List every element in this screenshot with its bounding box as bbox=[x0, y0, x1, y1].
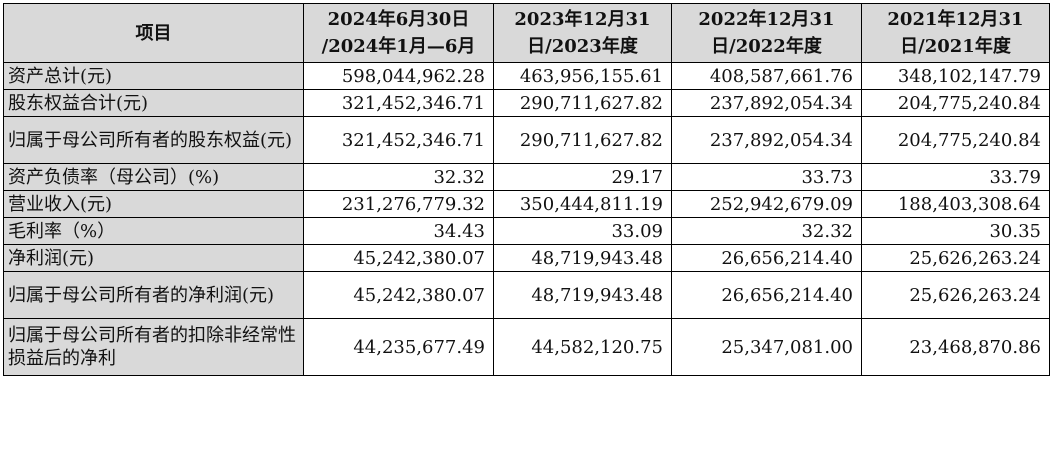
table-row-parent-net-profit-excl-nonrecurring: 归属于母公司所有者的扣除非经常性损益后的净利 44,235,677.49 44,… bbox=[3, 318, 1050, 376]
cell-value: 30.35 bbox=[861, 217, 1050, 245]
row-label: 归属于母公司所有者的净利润(元) bbox=[3, 271, 304, 319]
cell-value: 45,242,380.07 bbox=[303, 271, 494, 319]
financial-summary-table: 项目 2024年6月30日/2024年1月—6月 2023年12月31 日/202… bbox=[3, 3, 1050, 376]
table-row-gross-margin: 毛利率（%） 34.43 33.09 32.32 30.35 bbox=[3, 217, 1050, 245]
table-row-revenue: 营业收入(元) 231,276,779.32 350,444,811.19 25… bbox=[3, 190, 1050, 218]
cell-value: 321,452,346.71 bbox=[303, 116, 494, 164]
table-row-parent-equity: 归属于母公司所有者的股东权益(元) 321,452,346.71 290,711… bbox=[3, 116, 1050, 164]
cell-value: 44,582,120.75 bbox=[493, 318, 672, 376]
cell-value: 237,892,054.34 bbox=[671, 116, 862, 164]
header-item: 项目 bbox=[3, 3, 304, 63]
header-item-label: 项目 bbox=[135, 22, 172, 44]
table-row-total-assets: 资产总计(元) 598,044,962.28 463,956,155.61 40… bbox=[3, 62, 1050, 90]
cell-value: 290,711,627.82 bbox=[493, 116, 672, 164]
cell-value: 29.17 bbox=[493, 163, 672, 191]
cell-value: 33.73 bbox=[671, 163, 862, 191]
row-label: 归属于母公司所有者的股东权益(元) bbox=[3, 116, 304, 164]
financial-table-container: 项目 2024年6月30日/2024年1月—6月 2023年12月31 日/202… bbox=[3, 3, 1050, 376]
header-line2: /2024年1月—6月 bbox=[321, 36, 476, 57]
cell-value: 321,452,346.71 bbox=[303, 89, 494, 117]
cell-value: 252,942,679.09 bbox=[671, 190, 862, 218]
header-period-2022: 2022年12月31 日/2022年度 bbox=[671, 3, 862, 63]
table-row-net-profit: 净利润(元) 45,242,380.07 48,719,943.48 26,65… bbox=[3, 244, 1050, 272]
cell-value: 25,626,263.24 bbox=[861, 271, 1050, 319]
cell-value: 48,719,943.48 bbox=[493, 244, 672, 272]
cell-value: 204,775,240.84 bbox=[861, 89, 1050, 117]
cell-value: 348,102,147.79 bbox=[861, 62, 1050, 90]
cell-value: 44,235,677.49 bbox=[303, 318, 494, 376]
cell-value: 32.32 bbox=[671, 217, 862, 245]
cell-value: 463,956,155.61 bbox=[493, 62, 672, 90]
table-row-total-equity: 股东权益合计(元) 321,452,346.71 290,711,627.82 … bbox=[3, 89, 1050, 117]
cell-value: 290,711,627.82 bbox=[493, 89, 672, 117]
table-row-debt-ratio: 资产负债率（母公司）(%) 32.32 29.17 33.73 33.79 bbox=[3, 163, 1050, 191]
cell-value: 25,347,081.00 bbox=[671, 318, 862, 376]
cell-value: 32.32 bbox=[303, 163, 494, 191]
cell-value: 598,044,962.28 bbox=[303, 62, 494, 90]
cell-value: 45,242,380.07 bbox=[303, 244, 494, 272]
header-line1: 2021年12月31 bbox=[887, 9, 1024, 30]
cell-value: 26,656,214.40 bbox=[671, 244, 862, 272]
cell-value: 34.43 bbox=[303, 217, 494, 245]
cell-value: 408,587,661.76 bbox=[671, 62, 862, 90]
row-label: 资产负债率（母公司）(%) bbox=[3, 163, 304, 191]
cell-value: 204,775,240.84 bbox=[861, 116, 1050, 164]
cell-value: 188,403,308.64 bbox=[861, 190, 1050, 218]
cell-value: 231,276,779.32 bbox=[303, 190, 494, 218]
header-period-2024h1: 2024年6月30日/2024年1月—6月 bbox=[303, 3, 494, 63]
header-line2: 日/2023年度 bbox=[527, 36, 638, 57]
table-row-parent-net-profit: 归属于母公司所有者的净利润(元) 45,242,380.07 48,719,94… bbox=[3, 271, 1050, 319]
header-row: 项目 2024年6月30日/2024年1月—6月 2023年12月31 日/202… bbox=[3, 3, 1050, 63]
header-line2: 日/2022年度 bbox=[711, 36, 822, 57]
cell-value: 350,444,811.19 bbox=[493, 190, 672, 218]
row-label: 毛利率（%） bbox=[3, 217, 304, 245]
cell-value: 48,719,943.48 bbox=[493, 271, 672, 319]
cell-value: 33.79 bbox=[861, 163, 1050, 191]
header-line2: 日/2021年度 bbox=[900, 36, 1011, 57]
cell-value: 33.09 bbox=[493, 217, 672, 245]
header-period-2023: 2023年12月31 日/2023年度 bbox=[493, 3, 672, 63]
header-line1: 2022年12月31 bbox=[698, 9, 835, 30]
header-line1: 2023年12月31 bbox=[514, 9, 651, 30]
cell-value: 25,626,263.24 bbox=[861, 244, 1050, 272]
row-label: 资产总计(元) bbox=[3, 62, 304, 90]
row-label: 归属于母公司所有者的扣除非经常性损益后的净利 bbox=[3, 318, 304, 376]
row-label: 净利润(元) bbox=[3, 244, 304, 272]
cell-value: 237,892,054.34 bbox=[671, 89, 862, 117]
row-label: 股东权益合计(元) bbox=[3, 89, 304, 117]
header-period-2021: 2021年12月31 日/2021年度 bbox=[861, 3, 1050, 63]
row-label: 营业收入(元) bbox=[3, 190, 304, 218]
cell-value: 23,468,870.86 bbox=[861, 318, 1050, 376]
cell-value: 26,656,214.40 bbox=[671, 271, 862, 319]
header-line1: 2024年6月30日 bbox=[327, 9, 470, 30]
